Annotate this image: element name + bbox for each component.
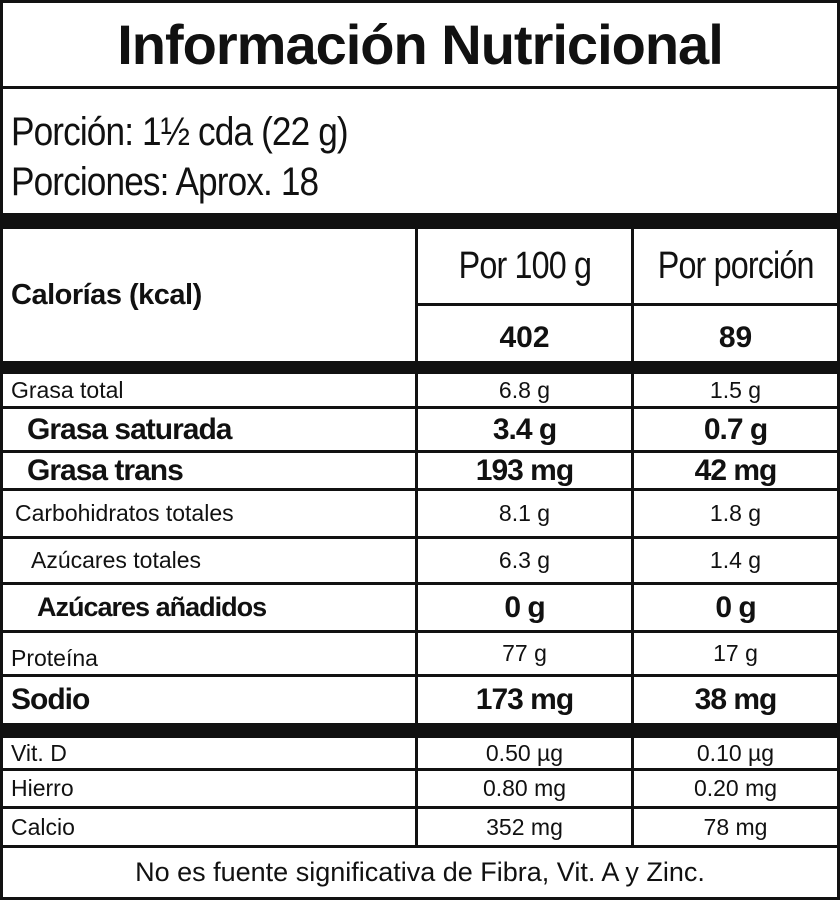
micro-name: Hierro: [3, 771, 418, 806]
nutrient-name: Grasa saturada: [3, 409, 418, 450]
nutrient-per100: 173 mg: [418, 677, 634, 723]
micro-portion: 78 mg: [703, 813, 768, 840]
table-row: Proteína 77 g 17 g: [3, 633, 837, 677]
nutrient-portion: 38 mg: [694, 683, 778, 716]
nutrient-portion: 1.4 g: [709, 547, 762, 573]
table-row: Azúcares totales 6.3 g 1.4 g: [3, 539, 837, 585]
servings-count: Porciones: Aprox. 18: [11, 160, 319, 204]
table-row: Hierro 0.80 mg 0.20 mg: [3, 771, 837, 809]
micro-portion: 0.10 µg: [696, 739, 775, 766]
divider-bar: [3, 361, 837, 374]
nutrient-per100: 6.8 g: [418, 374, 634, 406]
calories-100g: 402: [499, 320, 550, 354]
calories-portion: 89: [718, 320, 753, 354]
col-portion-label: Por porción: [657, 244, 815, 287]
nutrient-portion: 0.7 g: [703, 412, 768, 446]
micro-portion: 0.20 mg: [693, 775, 778, 801]
nutrient-per100: 6.3 g: [418, 539, 634, 582]
calories-label: Calorías (kcal): [3, 229, 418, 361]
col-portion-header: Por porción: [634, 229, 837, 306]
serving-info: Porción: 1½ cda (22 g) Porciones: Aprox.…: [3, 89, 837, 213]
label-title: Información Nutricional: [3, 3, 837, 89]
nutrient-name: Azúcares añadidos: [3, 585, 418, 630]
nutrient-name: Sodio: [3, 677, 418, 723]
calories-header: Calorías (kcal) Por 100 g 402 Por porció…: [3, 229, 837, 361]
nutrient-portion: 42 mg: [694, 453, 778, 487]
micronutrients-table: Vit. D 0.50 µg 0.10 µg Hierro 0.80 mg 0.20 m…: [3, 738, 837, 845]
nutrient-portion: 0 g: [715, 590, 756, 624]
col-100g-label: Por 100 g: [458, 244, 591, 287]
nutrient-per100: 0 g: [418, 585, 634, 630]
micro-name: Calcio: [3, 809, 418, 845]
nutrient-per100: 193 mg: [418, 453, 634, 488]
table-row: Grasa saturada 3.4 g 0.7 g: [3, 409, 837, 453]
micro-name: Vit. D: [3, 738, 418, 768]
divider-bar: [3, 213, 837, 229]
table-row: Vit. D 0.50 µg 0.10 µg: [3, 738, 837, 771]
nutrient-name: Grasa trans: [3, 453, 418, 488]
nutrient-per100: 77 g: [418, 633, 634, 674]
table-row: Calcio 352 mg 78 mg: [3, 809, 837, 845]
col-portion: Por porción 89: [634, 229, 837, 361]
table-row: Grasa total 6.8 g 1.5 g: [3, 374, 837, 409]
nutrient-per100: 8.1 g: [418, 491, 634, 536]
nutrient-portion: 1.5 g: [709, 376, 762, 403]
col-100g-header: Por 100 g: [418, 229, 631, 306]
nutrients-table: Grasa total 6.8 g 1.5 g Grasa saturada 3.4 …: [3, 374, 837, 723]
micro-per100: 0.80 mg: [418, 771, 634, 806]
divider-bar: [3, 723, 837, 738]
nutrient-name: Grasa total: [3, 374, 418, 406]
table-row: Sodio 173 mg 38 mg: [3, 677, 837, 723]
micro-per100: 0.50 µg: [418, 738, 634, 768]
nutrient-name: Carbohidratos totales: [3, 491, 418, 536]
serving-size: Porción: 1½ cda (22 g): [11, 110, 349, 154]
nutrient-per100: 3.4 g: [418, 409, 634, 450]
nutrient-name: Proteína: [3, 633, 418, 674]
micro-per100: 352 mg: [418, 809, 634, 845]
nutrient-portion: 17 g: [713, 640, 758, 666]
footer-note: No es fuente significativa de Fibra, Vit…: [3, 845, 837, 897]
nutrient-portion: 1.8 g: [709, 500, 762, 526]
table-row: Carbohidratos totales 8.1 g 1.8 g: [3, 491, 837, 539]
col-100g: Por 100 g 402: [418, 229, 634, 361]
table-row: Grasa trans 193 mg 42 mg: [3, 453, 837, 491]
nutrient-name: Azúcares totales: [3, 539, 418, 582]
